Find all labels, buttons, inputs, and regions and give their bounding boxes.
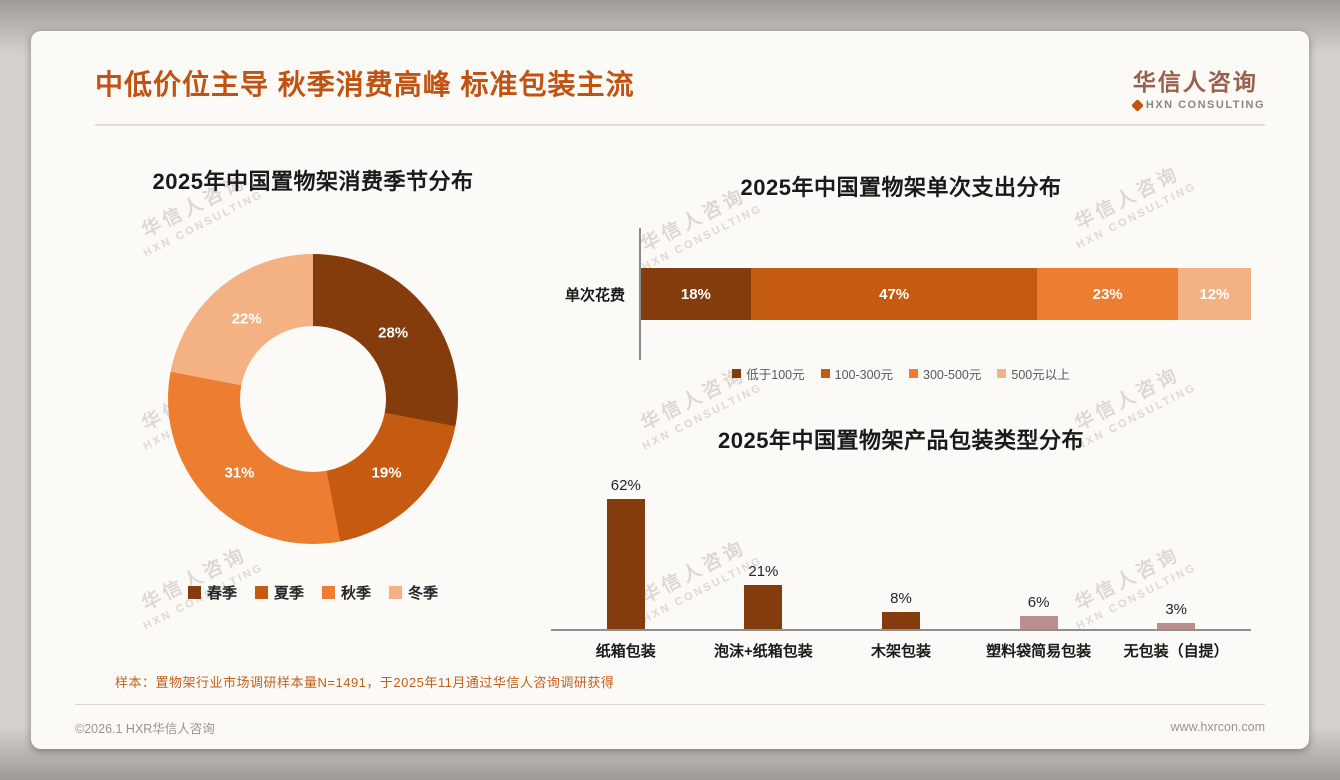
donut-chart: 28% 19% 31% 22% [168,254,458,544]
bar-category-label: 泡沫+纸箱包装 [714,643,813,660]
bar-category-label: 无包装（自提） [1123,643,1229,660]
bar-category-row: 纸箱包装 泡沫+纸箱包装 木架包装 塑料袋简易包装 无包装（自提） [551,640,1251,661]
legend-label: 秋季 [341,585,372,602]
bar-column: 21% [695,563,833,629]
stacked-row-label: 单次花费 [564,286,625,304]
footer-copyright: ©2026.1 HXR华信人咨询 [75,721,215,736]
bar [606,499,645,629]
legend-label: 低于100元 [746,368,805,382]
legend-swatch [997,369,1007,378]
legend-label: 冬季 [408,585,439,602]
bar-value-label: 6% [1027,594,1050,611]
legend-swatch [389,586,403,599]
legend-label: 500元以上 [1011,368,1070,382]
bar [1157,623,1196,629]
slide: 华信人咨询 HXN CONSULTING 华信人咨询 HXN CONSULTING 华信… [31,31,1309,749]
legend-item: 夏季 [254,582,304,603]
season-chart-section: 2025年中国置物架消费季节分布 28% 19% 31% 22% 春季 夏季 秋季 冬季 [75,126,551,661]
legend-swatch [254,586,268,599]
bar-value-label: 3% [1165,601,1188,618]
donut-segment-label: 22% [231,310,262,328]
stacked-chart-title: 2025年中国置物架单次支出分布 [740,175,1062,200]
stacked-segment: 47% [750,268,1038,320]
right-column: 2025年中国置物架单次支出分布 单次花费 18% 47% 23% 12% 低于100… [551,126,1265,661]
bar [744,585,783,629]
bar-value-label: 8% [890,590,912,607]
legend-label: 300-500元 [923,368,982,382]
bar-chart-title: 2025年中国置物架产品包装类型分布 [718,428,1084,453]
company-logo: 华信人咨询 HXN CONSULTING [1130,63,1265,112]
stacked-bar: 18% 47% 23% 12% [641,268,1251,320]
stacked-legend-item: 低于100元 [732,364,805,383]
legend-label: 夏季 [273,585,304,602]
legend-swatch [820,369,830,378]
legend-swatch [322,586,335,599]
stacked-legend-item: 300-500元 [909,364,981,383]
donut-segment-label: 31% [224,464,255,482]
bar-category-label: 纸箱包装 [595,643,656,660]
donut-segment-label: 19% [371,464,402,482]
legend-label: 100-300元 [834,368,893,382]
logo-subtitle: HXN CONSULTING [1145,99,1265,111]
stacked-legend-item: 100-300元 [820,364,893,383]
stacked-segment: 23% [1037,268,1178,320]
bar-column: 62% [557,477,695,629]
bar-area: 62% 21% 8% 6% 3% [551,471,1251,631]
footer: ©2026.1 HXR华信人咨询 www.hxrcon.com [75,704,1265,749]
content: 2025年中国置物架消费季节分布 28% 19% 31% 22% 春季 夏季 秋季 冬季 2… [31,126,1309,661]
stacked-bar-axis: 18% 47% 23% 12% [639,228,1251,360]
logo-icon [1130,98,1144,112]
bar-value-label: 62% [610,477,641,494]
bar-column: 8% [832,590,970,629]
donut-chart-wrap: 28% 19% 31% 22% [168,254,458,544]
bar-column: 6% [970,594,1108,629]
legend-item: 冬季 [389,582,438,603]
bar [881,612,920,629]
sample-note: 样本：置物架行业市场调研样本量N=1491，于2025年11月通过华信人咨询调研… [115,675,615,690]
bar-column: 3% [1107,601,1245,629]
legend-swatch [187,586,201,599]
stacked-chart: 单次花费 18% 47% 23% 12% [551,228,1251,360]
legend-swatch [909,369,918,378]
legend-item: 秋季 [322,582,371,603]
donut-hole [240,326,386,472]
stacked-segment: 12% [1177,268,1251,320]
legend-label: 春季 [206,585,237,602]
bar-chart: 62% 21% 8% 6% 3% 纸箱包装 泡沫+纸箱包装 木架包装 塑料袋简易包装 无包装（自… [551,471,1251,661]
stacked-legend-item: 500元以上 [997,364,1070,383]
legend-item: 春季 [187,582,237,603]
stacked-segment: 18% [641,268,751,320]
legend-swatch [732,369,742,378]
header-divider [95,124,1265,126]
donut-legend: 春季 夏季 秋季 冬季 [75,582,551,603]
header: 中低价位主导 秋季消费高峰 标准包装主流 华信人咨询 HXN CONSULTIN… [31,31,1309,112]
donut-segment-label: 28% [378,324,409,342]
bar-category-label: 木架包装 [870,643,931,660]
footer-website: www.hxrcon.com [1170,720,1265,734]
stacked-legend: 低于100元 100-300元 300-500元 500元以上 [551,364,1251,383]
bar-category-label: 塑料袋简易包装 [986,643,1092,660]
logo-subtitle-row: HXN CONSULTING [1130,98,1265,112]
page-title: 中低价位主导 秋季消费高峰 标准包装主流 [95,69,635,100]
donut-chart-title: 2025年中国置物架消费季节分布 [152,169,474,194]
logo-name: 华信人咨询 [1132,69,1258,95]
bar-value-label: 21% [748,563,779,580]
bar [1019,616,1058,629]
